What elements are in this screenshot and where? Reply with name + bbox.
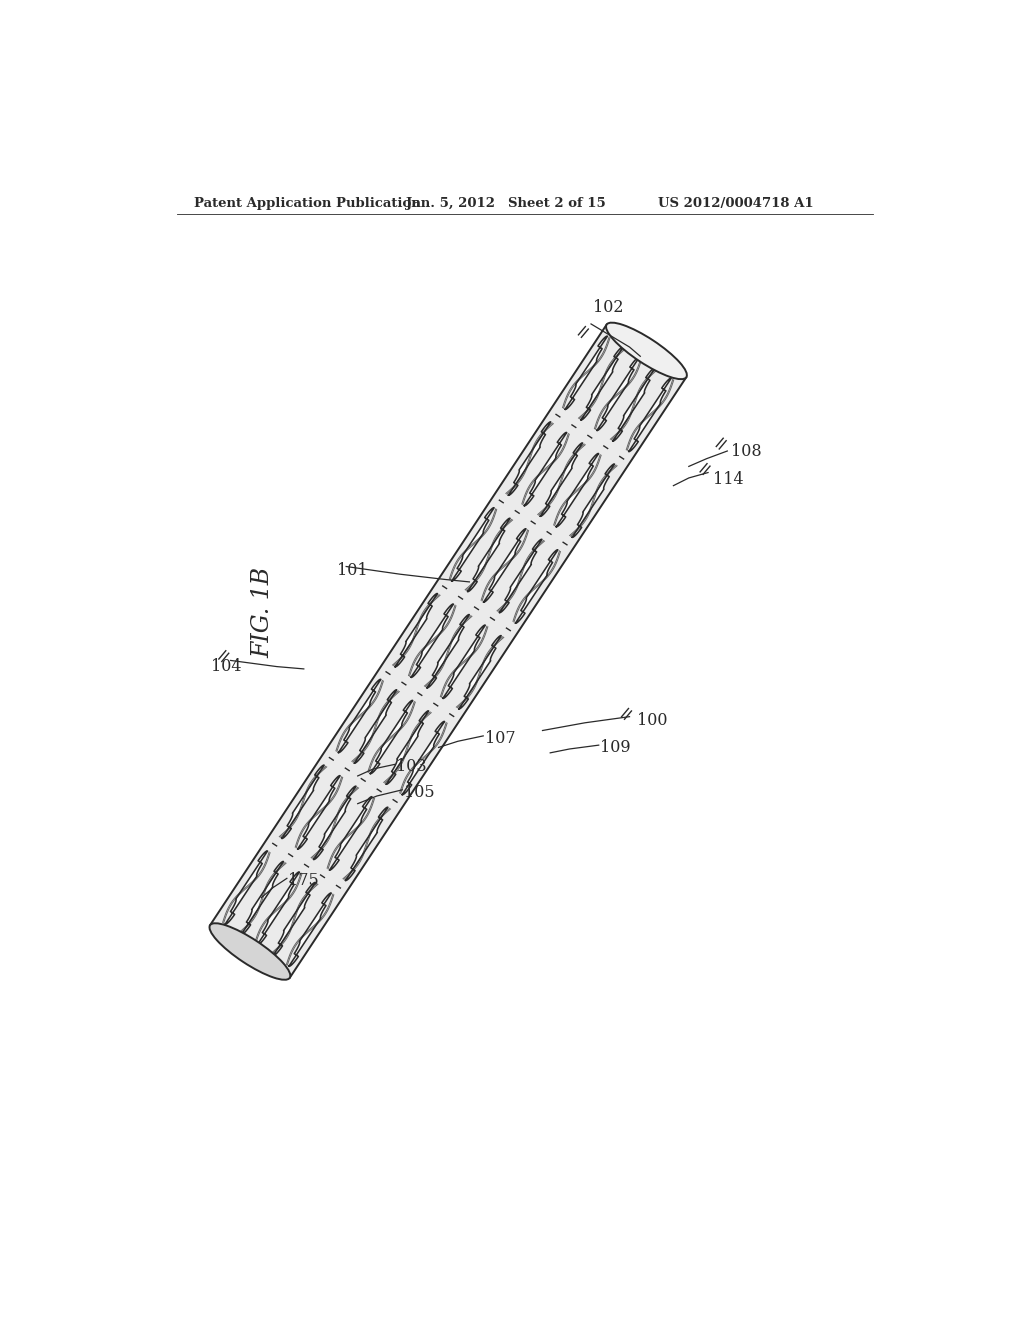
Polygon shape <box>346 808 388 880</box>
Polygon shape <box>565 337 607 409</box>
Polygon shape <box>411 605 454 677</box>
Polygon shape <box>273 883 315 956</box>
Polygon shape <box>556 454 599 527</box>
Polygon shape <box>395 594 437 667</box>
Text: 105: 105 <box>403 784 434 801</box>
Text: 107: 107 <box>484 730 515 747</box>
Polygon shape <box>371 701 413 774</box>
Polygon shape <box>483 529 526 602</box>
Polygon shape <box>500 540 542 612</box>
Polygon shape <box>541 444 583 516</box>
Polygon shape <box>459 636 501 709</box>
Polygon shape <box>225 851 267 924</box>
Text: US 2012/0004718 A1: US 2012/0004718 A1 <box>658 197 814 210</box>
Polygon shape <box>289 894 331 966</box>
Polygon shape <box>468 519 510 591</box>
Text: Jan. 5, 2012: Jan. 5, 2012 <box>407 197 496 210</box>
Polygon shape <box>427 615 469 688</box>
Text: FIG. 1B: FIG. 1B <box>252 568 274 659</box>
Polygon shape <box>354 690 396 763</box>
Polygon shape <box>330 797 372 870</box>
Ellipse shape <box>210 923 291 979</box>
Polygon shape <box>339 680 381 752</box>
Polygon shape <box>515 550 558 623</box>
Text: 101: 101 <box>337 562 368 579</box>
Text: 104: 104 <box>211 659 242 675</box>
Polygon shape <box>581 347 624 420</box>
Text: Sheet 2 of 15: Sheet 2 of 15 <box>508 197 605 210</box>
Text: 114: 114 <box>714 471 744 488</box>
Ellipse shape <box>606 322 687 379</box>
Polygon shape <box>524 433 566 506</box>
Polygon shape <box>629 379 671 451</box>
Polygon shape <box>402 722 444 795</box>
Polygon shape <box>313 787 356 859</box>
Polygon shape <box>210 325 686 978</box>
Polygon shape <box>572 465 614 537</box>
Polygon shape <box>509 422 551 495</box>
Text: Patent Application Publication: Patent Application Publication <box>194 197 421 210</box>
Polygon shape <box>443 626 485 698</box>
Text: 175: 175 <box>289 873 319 890</box>
Polygon shape <box>386 711 429 784</box>
Text: 100: 100 <box>637 711 668 729</box>
Polygon shape <box>298 776 340 849</box>
Polygon shape <box>282 766 325 838</box>
Polygon shape <box>257 873 299 945</box>
Text: 103: 103 <box>396 758 427 775</box>
Polygon shape <box>452 508 495 581</box>
Text: 108: 108 <box>731 442 762 459</box>
Text: 102: 102 <box>593 300 623 317</box>
Polygon shape <box>597 358 639 430</box>
Text: 109: 109 <box>600 739 631 756</box>
Polygon shape <box>613 368 655 441</box>
Polygon shape <box>241 862 284 935</box>
